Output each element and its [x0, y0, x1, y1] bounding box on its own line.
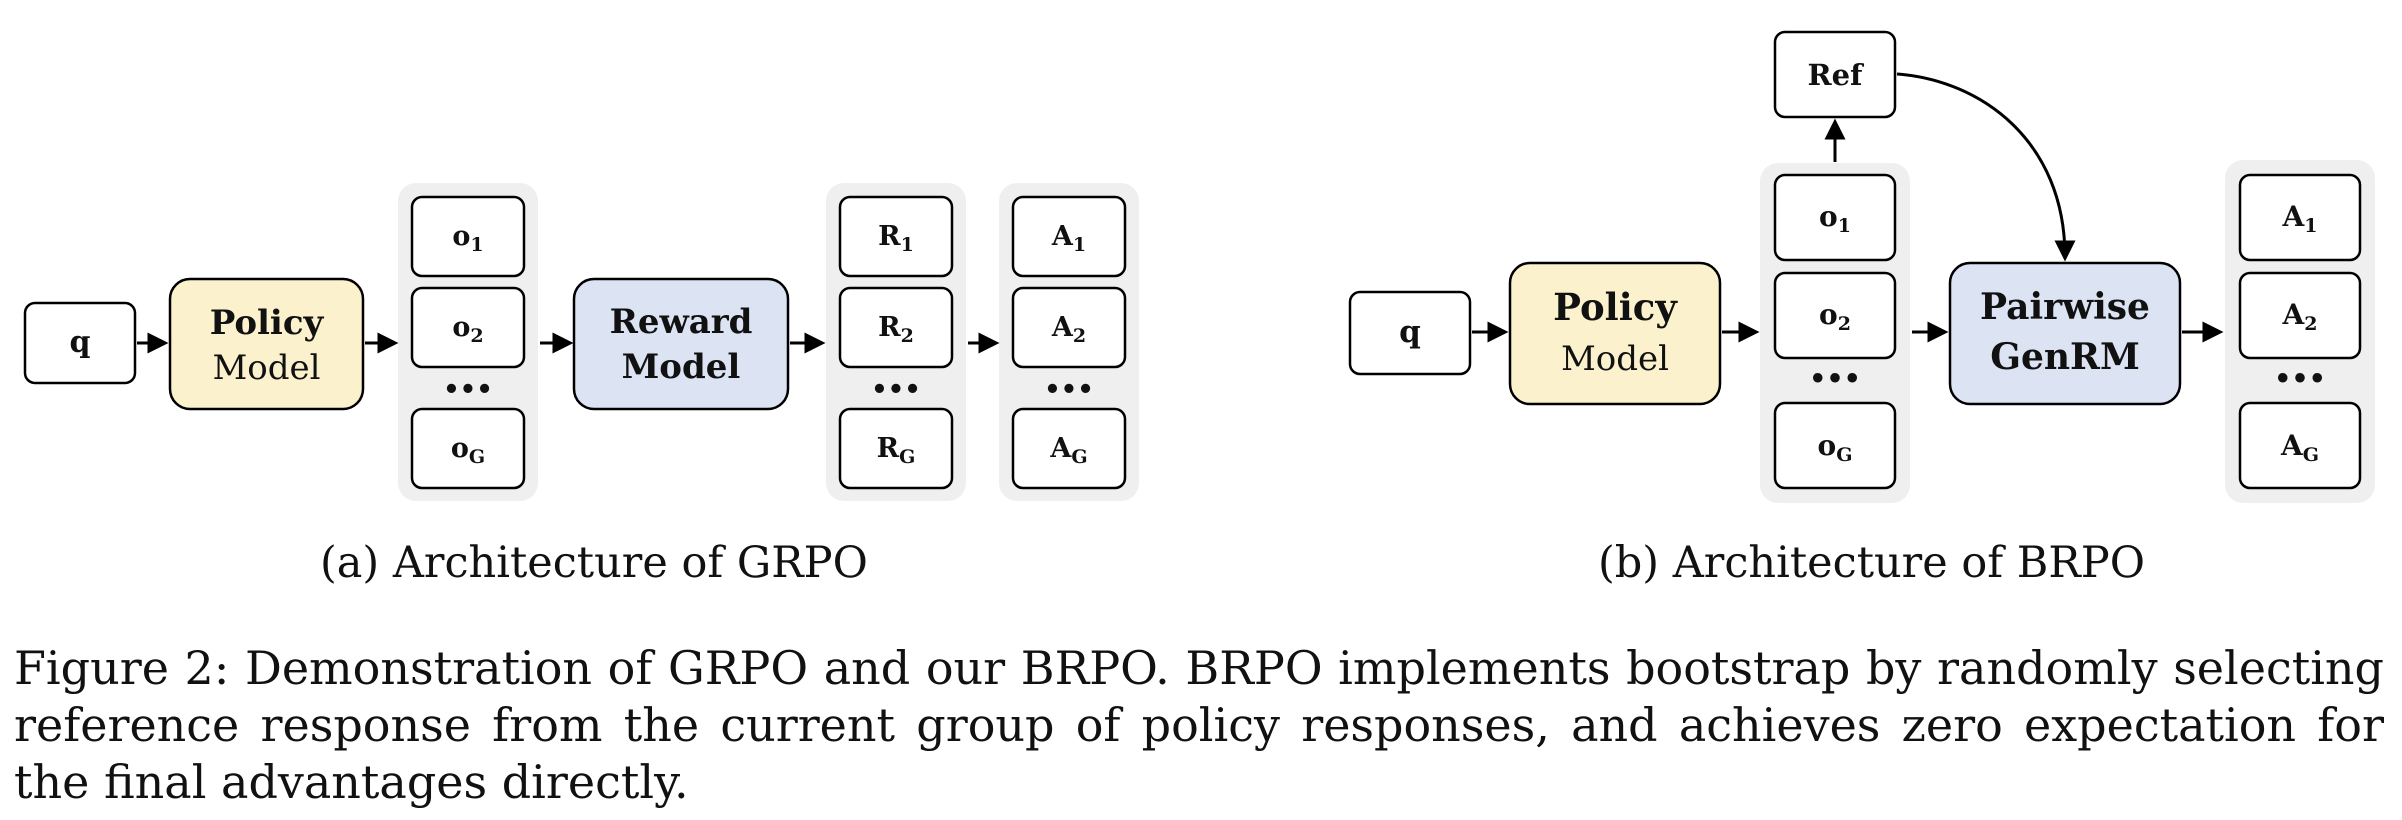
advantage-label-A2-b: A2 [2282, 298, 2318, 335]
policy-model-sublabel-b: Model [1561, 339, 1669, 379]
architecture-diagram: q Policy Model o1 o2 ••• oG Reward Model… [23, 30, 2375, 503]
ref-label-b: Ref [1807, 58, 1865, 92]
reward-label-R1-a: R1 [878, 221, 914, 256]
output-box-oG-a [410, 407, 526, 490]
ellipsis-rewards-a: ••• [871, 375, 921, 405]
advantage-box-A1-a [1011, 195, 1127, 278]
output-label-oG-b: oG [1818, 429, 1853, 466]
caption-panel-a: (a) Architecture of GRPO [320, 538, 868, 588]
output-label-o1-a: o1 [452, 221, 483, 256]
output-label-o2-a: o2 [452, 312, 483, 347]
advantage-label-AG-b: AG [2280, 429, 2319, 466]
policy-model-box-b [1508, 261, 1722, 406]
query-box-b [1348, 290, 1472, 376]
reward-model-label-a: Reward [610, 302, 753, 342]
output-box-o2-a [410, 286, 526, 369]
genrm-label-b: Pairwise [1980, 286, 2150, 328]
ellipsis-advantages-a: ••• [1044, 375, 1094, 405]
reward-label-R2-a: R2 [878, 312, 914, 347]
policy-model-box-a [168, 277, 365, 411]
genrm-sublabel-b: GenRM [1990, 336, 2140, 378]
figure-caption: Figure 2: Demonstration of GRPO and our … [14, 641, 2384, 809]
reward-model-sublabel-a: Model [622, 347, 741, 387]
advantage-label-A1-a: A1 [1051, 221, 1086, 256]
advantage-box-A2-a [1011, 286, 1127, 369]
output-box-o1-a [410, 195, 526, 278]
caption-panel-b: (b) Architecture of BRPO [1598, 538, 2145, 588]
query-label-b: q [1399, 314, 1421, 350]
advantage-label-A1-b: A1 [2282, 200, 2318, 237]
ellipsis-advantages-b: ••• [2274, 364, 2326, 395]
panel-b-brpo: q Policy Model Ref o1 o2 ••• oG Pairwise… [1348, 30, 2375, 503]
query-box-a [23, 301, 137, 385]
advantage-label-A2-a: A2 [1051, 312, 1086, 347]
query-label-a: q [70, 325, 91, 360]
advantage-box-A1-b [2238, 173, 2362, 262]
policy-model-sublabel-a: Model [212, 348, 320, 388]
reward-box-R2-a [838, 286, 954, 369]
advantage-box-AG-a [1011, 407, 1127, 490]
policy-model-label-a: Policy [210, 303, 325, 343]
ref-box-b [1773, 30, 1897, 119]
output-box-o2-b [1773, 271, 1897, 360]
reward-box-R1-a [838, 195, 954, 278]
arrow-ref-to-genrm-b [1896, 72, 2076, 262]
output-label-oG-a: oG [451, 433, 485, 468]
output-label-o2-b: o2 [1819, 298, 1851, 335]
reward-model-box-a [572, 277, 790, 411]
policy-model-label-b: Policy [1553, 285, 1678, 329]
panel-a-grpo: q Policy Model o1 o2 ••• oG Reward Model… [23, 183, 1139, 501]
reward-box-RG-a [838, 407, 954, 490]
advantage-label-AG-a: AG [1049, 433, 1087, 468]
ellipsis-outputs-b: ••• [1809, 364, 1861, 395]
reward-label-RG-a: RG [877, 433, 916, 468]
genrm-box-b [1948, 261, 2182, 406]
output-box-o1-b [1773, 173, 1897, 262]
advantage-box-AG-b [2238, 401, 2362, 490]
ellipsis-outputs-a: ••• [443, 375, 493, 405]
output-label-o1-b: o1 [1819, 200, 1851, 237]
output-box-oG-b [1773, 401, 1897, 490]
advantage-box-A2-b [2238, 271, 2362, 360]
